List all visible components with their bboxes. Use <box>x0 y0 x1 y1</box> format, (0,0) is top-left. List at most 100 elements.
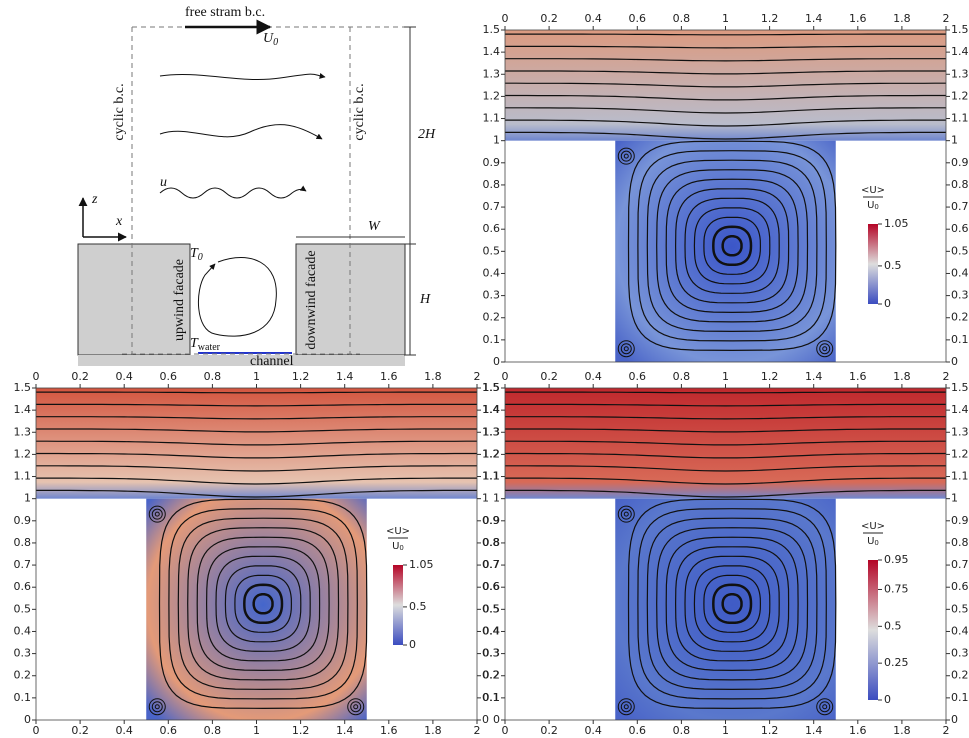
label-part: U <box>867 200 874 211</box>
streamline <box>646 517 818 691</box>
corner-vortex <box>353 704 359 710</box>
streamline <box>234 574 293 633</box>
channel-label: channel <box>250 354 294 369</box>
streamline <box>721 235 743 257</box>
streamline <box>36 452 477 459</box>
x-tick-label: 2 <box>943 12 950 25</box>
y-tick-label: 0.3 <box>483 647 501 660</box>
y-tick-label: 0.1 <box>951 333 969 346</box>
streamline <box>627 140 837 352</box>
corner-vortex <box>148 698 166 716</box>
colorbar <box>868 560 878 700</box>
top-bc-label: free stram b.c. <box>185 5 265 20</box>
corner-vortex <box>822 704 828 710</box>
corner-vortex <box>623 704 629 710</box>
x-tick-label: 1.4 <box>805 724 823 737</box>
streamline <box>505 489 946 498</box>
y-tick-label: 1.1 <box>951 470 969 483</box>
x-tick-label: 2 <box>943 724 950 737</box>
x-tick-label: 0.4 <box>584 370 602 383</box>
y-tick-label: 0.6 <box>483 222 501 235</box>
corner-vortex <box>620 508 632 520</box>
x-tick-label: 0 <box>502 12 509 25</box>
streamline <box>224 565 302 643</box>
streamline <box>684 197 780 294</box>
streamline <box>196 536 330 672</box>
y-tick-label: 0.2 <box>482 669 500 682</box>
streamline <box>158 498 368 710</box>
colorbar-label: U0 <box>867 536 879 547</box>
streamline <box>505 440 946 446</box>
y-tick-label: 0.3 <box>951 289 969 302</box>
x-tick-label: 1.2 <box>761 370 779 383</box>
y-tick-label: 0.1 <box>482 691 500 704</box>
y-tick-label: 0.9 <box>482 514 500 527</box>
streamline <box>656 169 809 323</box>
y-tick-label: 0 <box>951 355 958 368</box>
x-axis-label: x <box>115 214 123 229</box>
x-tick-label: 1.6 <box>380 724 398 737</box>
flow-panel: 000.20.20.40.40.60.60.80.8111.21.21.41.4… <box>483 370 969 737</box>
streamline <box>505 477 946 485</box>
streamline <box>36 403 477 407</box>
colorbar-tick-label: 0.5 <box>884 259 902 272</box>
corner-vortex <box>151 701 163 713</box>
canyon-vortex <box>197 257 277 337</box>
x-tick-label: 1.4 <box>805 12 823 25</box>
x-tick-label: 0.4 <box>115 370 133 383</box>
colorbar-label: <U> <box>861 521 885 532</box>
y-tick-label: 0.5 <box>483 244 501 257</box>
streamline <box>693 565 771 643</box>
streamline <box>505 107 946 114</box>
x-tick-label: 0.8 <box>204 370 222 383</box>
x-tick-label: 1.2 <box>761 724 779 737</box>
x-tick-label: 1.4 <box>336 370 354 383</box>
x-tick-label: 0.4 <box>584 12 602 25</box>
domain-height-label: 2H <box>418 127 436 142</box>
x-tick-label: 1.2 <box>292 724 310 737</box>
corner-vortex <box>347 698 365 716</box>
colorbar-tick-label: 1.05 <box>409 558 434 571</box>
x-tick-label: 0.2 <box>71 724 89 737</box>
streamline <box>36 428 477 433</box>
y-tick-label: 0.4 <box>951 624 969 637</box>
y-tick-label: 0.9 <box>951 156 969 169</box>
y-tick-label: 0.4 <box>482 624 500 637</box>
y-tick-label: 1.4 <box>14 403 32 416</box>
y-tick-label: 1.1 <box>483 112 501 125</box>
y-tick-label: 1 <box>493 492 500 505</box>
y-tick-label: 0.9 <box>951 514 969 527</box>
y-tick-label: 0.2 <box>951 311 969 324</box>
colorbar <box>393 565 403 645</box>
colorbar-tick-label: 0.95 <box>884 553 909 566</box>
streamline <box>243 583 284 625</box>
x-tick-label: 1.8 <box>893 12 911 25</box>
corner-vortex <box>617 505 635 523</box>
label-part: 0 <box>874 203 878 211</box>
y-tick-label: 1.4 <box>951 45 969 58</box>
x-tick-label: 2 <box>474 724 481 737</box>
y-tick-label: 0.8 <box>951 536 969 549</box>
y-tick-label: 1.1 <box>483 470 501 483</box>
schematic: free stram b.c. U0 u cyclic b.c. cyclic … <box>77 5 436 369</box>
y-tick-label: 0.1 <box>14 691 32 704</box>
x-tick-label: 1.8 <box>893 370 911 383</box>
y-tick-label: 1.2 <box>483 447 501 460</box>
width-label: W <box>368 219 381 234</box>
canyon-height-label: H <box>419 292 431 307</box>
y-tick-label: 0.1 <box>951 691 969 704</box>
flow-arrows <box>159 72 326 199</box>
streamline <box>252 593 274 615</box>
streamline <box>703 216 762 275</box>
y-tick-label: 1.2 <box>483 89 501 102</box>
x-tick-label: 1.8 <box>424 370 442 383</box>
water-temperature-label: Twater <box>190 336 221 353</box>
streamline <box>505 452 946 459</box>
corner-vortex <box>620 343 632 355</box>
x-tick-label: 1.8 <box>424 724 442 737</box>
y-tick-label: 0.5 <box>14 602 32 615</box>
x-tick-label: 0.6 <box>629 724 647 737</box>
y-tick-label: 1.1 <box>14 470 32 483</box>
streamline <box>36 416 477 420</box>
